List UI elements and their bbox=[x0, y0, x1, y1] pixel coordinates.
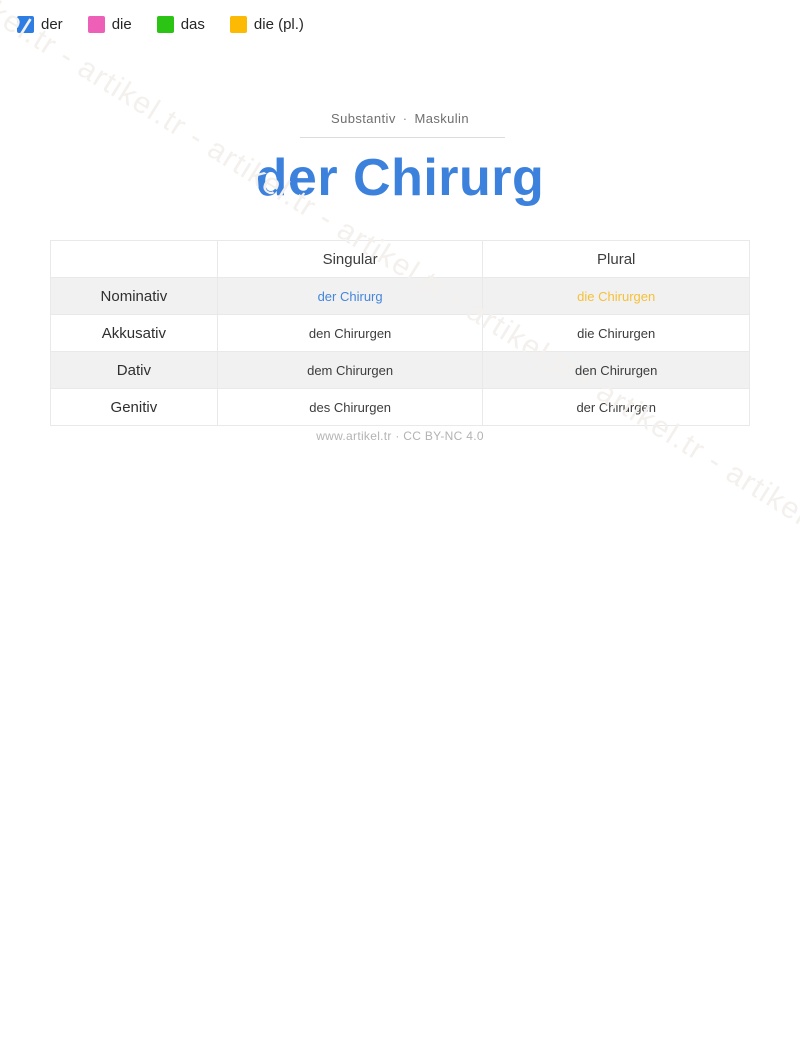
case-label-dativ: Dativ bbox=[50, 351, 218, 389]
der-color-swatch bbox=[17, 16, 34, 33]
part-of-speech: Substantiv bbox=[331, 111, 396, 126]
header-singular-cell: Singular bbox=[216, 240, 484, 278]
word-type-subtitle: Substantiv · Maskulin bbox=[0, 111, 800, 126]
legend-item-die-plural: die (pl.) bbox=[229, 16, 304, 33]
gender: Maskulin bbox=[414, 111, 469, 126]
nominativ-singular: der Chirurg bbox=[216, 277, 484, 315]
akkusativ-singular: den Chirurgen bbox=[216, 314, 484, 352]
genitiv-singular: des Chirurgen bbox=[216, 388, 484, 426]
attribution-footer: www.artikel.tr · CC BY-NC 4.0 bbox=[316, 429, 484, 443]
table-header-row: Singular Plural bbox=[50, 240, 750, 278]
dativ-singular: dem Chirurgen bbox=[216, 351, 484, 389]
page-title: der Chirurg bbox=[255, 149, 545, 207]
legend-item-der: der bbox=[17, 16, 63, 33]
case-label-nominativ: Nominativ bbox=[50, 277, 218, 315]
table-row-genitiv: Genitiv des Chirurgen der Chirurgen bbox=[50, 388, 750, 426]
table-row-nominativ: Nominativ der Chirurg die Chirurgen bbox=[50, 277, 750, 315]
subtitle-separator: · bbox=[402, 111, 408, 126]
case-label-akkusativ: Akkusativ bbox=[50, 314, 218, 352]
genitiv-plural: der Chirurgen bbox=[482, 388, 750, 426]
declension-table: Singular Plural Nominativ der Chirurg di… bbox=[50, 240, 750, 426]
die-plural-color-swatch bbox=[229, 16, 247, 33]
header-plural-cell: Plural bbox=[482, 240, 750, 278]
legend-item-die: die bbox=[87, 16, 132, 33]
akkusativ-plural: die Chirurgen bbox=[482, 314, 750, 352]
legend-label-die: die bbox=[111, 16, 132, 33]
header-divider bbox=[300, 137, 505, 138]
dativ-plural: den Chirurgen bbox=[482, 351, 750, 389]
table-row-akkusativ: Akkusativ den Chirurgen die Chirurgen bbox=[50, 314, 750, 352]
table-row-dativ: Dativ dem Chirurgen den Chirurgen bbox=[50, 351, 750, 389]
legend-item-das: das bbox=[156, 16, 205, 33]
article-legend: der die das die (pl.) bbox=[17, 16, 304, 33]
das-color-swatch bbox=[156, 16, 174, 33]
legend-label-das: das bbox=[180, 16, 205, 33]
nominativ-plural: die Chirurgen bbox=[482, 277, 750, 315]
legend-label-der: der bbox=[41, 16, 63, 33]
die-color-swatch bbox=[87, 16, 105, 33]
header-case-cell bbox=[50, 240, 218, 278]
case-label-genitiv: Genitiv bbox=[50, 388, 218, 426]
legend-label-die-plural: die (pl.) bbox=[253, 16, 304, 33]
